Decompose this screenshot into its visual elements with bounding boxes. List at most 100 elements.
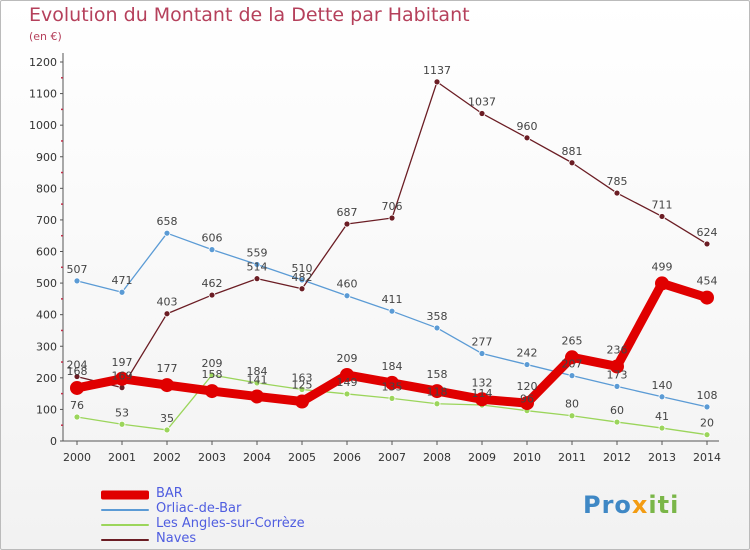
data-point-bar bbox=[520, 396, 534, 411]
data-point-bar bbox=[700, 290, 714, 305]
data-point-bar bbox=[565, 350, 579, 365]
data-label-naves: 1037 bbox=[468, 95, 496, 108]
data-label-orliac-de-bar: 606 bbox=[202, 232, 223, 245]
data-point-bar bbox=[610, 359, 624, 374]
y-tick-label: 200 bbox=[36, 372, 57, 385]
data-point-bar bbox=[385, 375, 399, 390]
data-point-bar bbox=[70, 380, 84, 395]
data-label-orliac-de-bar: 559 bbox=[247, 246, 268, 259]
x-tick-label: 2012 bbox=[603, 451, 631, 464]
y-tick-label: 500 bbox=[36, 277, 57, 290]
data-point-bar bbox=[655, 276, 669, 291]
data-label-les-angles-sur-corr-ze: 96 bbox=[520, 393, 534, 406]
data-label-les-angles-sur-corr-ze: 41 bbox=[655, 410, 669, 423]
legend-label-naves: Naves bbox=[156, 531, 197, 546]
data-label-bar: 499 bbox=[652, 260, 673, 273]
y-tick-label: 0 bbox=[50, 435, 57, 448]
data-label-naves: 482 bbox=[292, 271, 313, 284]
data-label-naves: 785 bbox=[607, 175, 628, 188]
data-label-bar: 158 bbox=[427, 368, 448, 381]
legend-label-bar: BAR bbox=[156, 486, 183, 501]
legend: BAR Orliac-de-Bar Les Angles-sur-Corrèze Na… bbox=[101, 486, 401, 547]
data-label-naves: 1137 bbox=[423, 64, 451, 77]
data-point-naves bbox=[388, 214, 396, 222]
x-tick-label: 2000 bbox=[63, 451, 91, 464]
data-point-bar bbox=[115, 371, 129, 386]
data-point-naves bbox=[568, 159, 576, 167]
data-label-naves: 687 bbox=[337, 206, 358, 219]
data-point-bar bbox=[295, 394, 309, 409]
data-label-bar: 197 bbox=[112, 356, 133, 369]
y-tick-label: 800 bbox=[36, 182, 57, 195]
data-label-les-angles-sur-corr-ze: 76 bbox=[70, 399, 84, 412]
y-tick-label: 600 bbox=[36, 246, 57, 259]
data-label-bar: 120 bbox=[517, 380, 538, 393]
data-label-naves: 169 bbox=[112, 370, 133, 383]
data-point-orliac-de-bar bbox=[118, 288, 126, 296]
data-label-les-angles-sur-corr-ze: 20 bbox=[700, 417, 714, 430]
data-point-orliac-de-bar bbox=[568, 372, 576, 380]
data-label-bar: 132 bbox=[472, 376, 493, 389]
data-label-bar: 168 bbox=[67, 365, 88, 378]
data-label-orliac-de-bar: 471 bbox=[112, 274, 133, 287]
data-point-naves bbox=[523, 134, 531, 142]
data-point-bar bbox=[160, 378, 174, 393]
data-point-bar bbox=[475, 392, 489, 407]
x-tick-label: 2001 bbox=[108, 451, 136, 464]
x-tick-label: 2010 bbox=[513, 451, 541, 464]
data-point-naves bbox=[613, 189, 621, 197]
data-point-orliac-de-bar bbox=[478, 350, 486, 357]
data-point-les-angles-sur-corr-ze bbox=[613, 418, 621, 426]
data-label-orliac-de-bar: 358 bbox=[427, 310, 448, 323]
data-label-bar: 265 bbox=[562, 334, 583, 347]
data-label-naves: 881 bbox=[562, 145, 583, 158]
x-tick-label: 2003 bbox=[198, 451, 226, 464]
data-label-bar: 454 bbox=[697, 275, 718, 288]
data-point-orliac-de-bar bbox=[73, 277, 81, 285]
x-tick-label: 2005 bbox=[288, 451, 316, 464]
data-point-les-angles-sur-corr-ze bbox=[343, 390, 351, 398]
legend-label-les-angles-sur-corr-ze: Les Angles-sur-Corrèze bbox=[156, 516, 305, 531]
data-point-orliac-de-bar bbox=[163, 229, 171, 237]
data-point-naves bbox=[208, 291, 216, 299]
y-tick-label: 700 bbox=[36, 214, 57, 227]
x-tick-label: 2013 bbox=[648, 451, 676, 464]
data-label-orliac-de-bar: 140 bbox=[652, 379, 673, 392]
data-point-orliac-de-bar bbox=[208, 246, 216, 254]
data-point-naves bbox=[478, 110, 486, 117]
data-label-orliac-de-bar: 277 bbox=[472, 336, 493, 349]
legend-item-naves: Naves bbox=[101, 531, 401, 547]
data-point-orliac-de-bar bbox=[703, 403, 711, 411]
legend-swatch-naves bbox=[101, 538, 149, 541]
legend-swatch-bar bbox=[101, 490, 149, 499]
data-point-les-angles-sur-corr-ze bbox=[433, 400, 441, 408]
y-tick-label: 1200 bbox=[29, 56, 57, 69]
data-label-orliac-de-bar: 658 bbox=[157, 215, 178, 228]
data-label-bar: 209 bbox=[337, 352, 358, 365]
y-tick-label: 1100 bbox=[29, 88, 57, 101]
legend-item-orliac-de-bar: Orliac-de-Bar bbox=[101, 501, 401, 517]
data-point-naves bbox=[253, 275, 261, 283]
y-tick-label: 1000 bbox=[29, 119, 57, 132]
legend-item-les-angles-sur-corr-ze: Les Angles-sur-Corrèze bbox=[101, 516, 401, 532]
data-label-les-angles-sur-corr-ze: 114 bbox=[472, 387, 493, 400]
data-label-bar: 158 bbox=[202, 368, 223, 381]
data-label-bar: 125 bbox=[292, 379, 313, 392]
data-label-orliac-de-bar: 411 bbox=[382, 293, 403, 306]
data-label-naves: 514 bbox=[247, 261, 268, 274]
data-label-les-angles-sur-corr-ze: 163 bbox=[292, 372, 313, 385]
data-point-orliac-de-bar bbox=[613, 382, 621, 390]
data-label-orliac-de-bar: 242 bbox=[517, 347, 538, 360]
data-point-les-angles-sur-corr-ze bbox=[568, 412, 576, 420]
data-point-bar bbox=[340, 367, 354, 382]
data-point-orliac-de-bar bbox=[658, 393, 666, 401]
line-chart: 0 100 200 300 400 500 600 700 800 900 1000 1100 1200… bbox=[29, 53, 721, 464]
data-point-les-angles-sur-corr-ze bbox=[163, 426, 171, 434]
data-point-les-angles-sur-corr-ze bbox=[388, 394, 396, 402]
data-point-naves bbox=[658, 213, 666, 220]
data-point-les-angles-sur-corr-ze bbox=[658, 424, 666, 432]
data-point-bar bbox=[250, 389, 264, 404]
data-label-naves: 624 bbox=[697, 226, 718, 239]
data-point-naves bbox=[343, 220, 351, 228]
data-point-orliac-de-bar bbox=[388, 307, 396, 315]
